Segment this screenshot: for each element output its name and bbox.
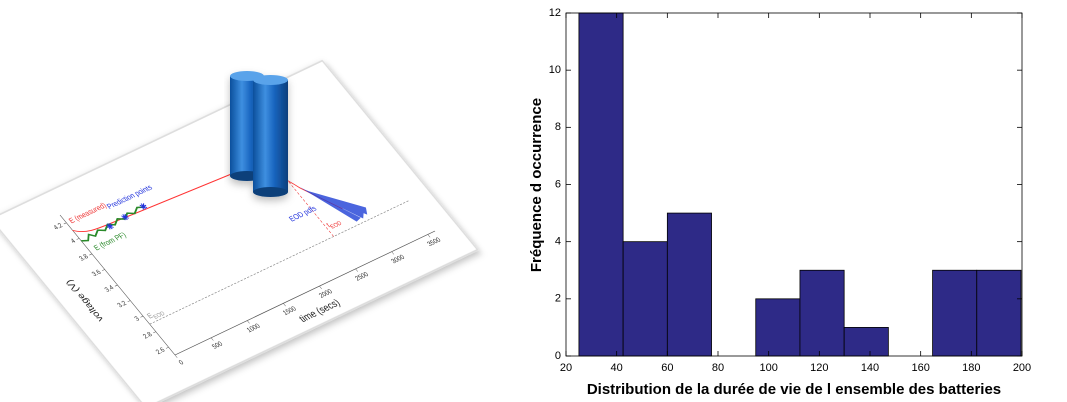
eod-pdfs — [299, 186, 368, 222]
x-tick-label: 200 — [1013, 362, 1031, 374]
x-tick — [319, 286, 322, 290]
y-tick-label: 8 — [555, 121, 561, 133]
eod-threshold-line — [149, 199, 410, 325]
x-tick-label: 180 — [962, 362, 980, 374]
y-tick-label: 3 — [133, 315, 141, 323]
illustration-plane: E (measured) Prediction points E (from P… — [0, 59, 479, 402]
x-tick — [283, 303, 286, 307]
x-tick — [174, 354, 178, 358]
plane-background — [0, 59, 479, 402]
x-tick-label: 2000 — [318, 288, 335, 300]
x-tick-label: 60 — [661, 362, 673, 374]
battery-top — [253, 75, 288, 85]
bar — [843, 327, 889, 357]
x-tick — [247, 320, 250, 324]
y-tick-label: 2 — [555, 293, 561, 305]
y-tick — [76, 238, 80, 240]
y-tick-label: 2.6 — [155, 346, 167, 356]
y-axis-label: Fréquence d occurrence — [528, 98, 545, 272]
x-tick-label: 100 — [759, 362, 777, 374]
y-tick — [153, 331, 157, 334]
bar — [976, 269, 1022, 357]
y-tick — [63, 222, 67, 225]
x-tick-label: 3000 — [390, 254, 407, 266]
x-tick-label: 2500 — [354, 271, 371, 283]
battery — [253, 80, 288, 192]
e-eod-label: EEOD — [145, 306, 167, 322]
x-tick-label: 1000 — [245, 323, 262, 335]
y-tick — [89, 253, 93, 256]
t-eod-label: tEOD — [324, 216, 343, 231]
bar — [666, 212, 712, 357]
y-tick — [127, 300, 131, 303]
bar — [932, 269, 978, 357]
y-tick-label: 10 — [549, 64, 561, 76]
x-tick-label: 160 — [911, 362, 929, 374]
y-tick — [140, 315, 144, 318]
bar — [578, 12, 624, 357]
y-tick-label: 4 — [555, 236, 561, 248]
x-tick-label: 140 — [861, 362, 879, 374]
x-tick-label: 80 — [712, 362, 724, 374]
filtered-curve — [80, 206, 145, 242]
bar — [755, 298, 801, 357]
x-tick — [210, 337, 214, 341]
x-tick — [391, 251, 395, 255]
x-axis-line — [174, 230, 436, 356]
y-tick-label: 2.8 — [142, 331, 154, 341]
y-tick-label: 6 — [555, 178, 561, 190]
x-tick — [355, 268, 359, 272]
x-tick-label: 40 — [611, 362, 623, 374]
y-tick — [101, 269, 105, 271]
x-tick — [427, 234, 431, 238]
x-tick-label: 500 — [211, 340, 225, 350]
y-tick — [165, 347, 169, 349]
y-tick-label: 3.6 — [91, 269, 103, 279]
y-tick-label: 0 — [555, 350, 561, 362]
batteries — [230, 71, 288, 197]
x-tick-label: 0 — [178, 359, 186, 367]
bar — [622, 241, 668, 357]
battery-bottom — [253, 187, 288, 197]
x-tick-label: 1500 — [282, 305, 299, 317]
y-tick-label: 4 — [69, 238, 77, 246]
histogram: Distribution de la durée de vie de l ens… — [528, 7, 1031, 398]
y-tick-label: 12 — [549, 7, 561, 19]
x-tick-label: 3500 — [426, 236, 443, 248]
y-tick-label: 3.8 — [78, 253, 90, 263]
x-tick-label: 20 — [560, 362, 572, 374]
y-tick-label: 3.4 — [103, 284, 115, 294]
prediction-markers — [106, 203, 148, 230]
y-tick-label: 3.2 — [116, 300, 128, 310]
x-tick-label: 120 — [810, 362, 828, 374]
bar — [799, 269, 845, 357]
y-tick-label: 4.2 — [52, 222, 64, 232]
y-tick — [114, 284, 118, 287]
x-axis-label: Distribution de la durée de vie de l ens… — [587, 381, 1001, 398]
